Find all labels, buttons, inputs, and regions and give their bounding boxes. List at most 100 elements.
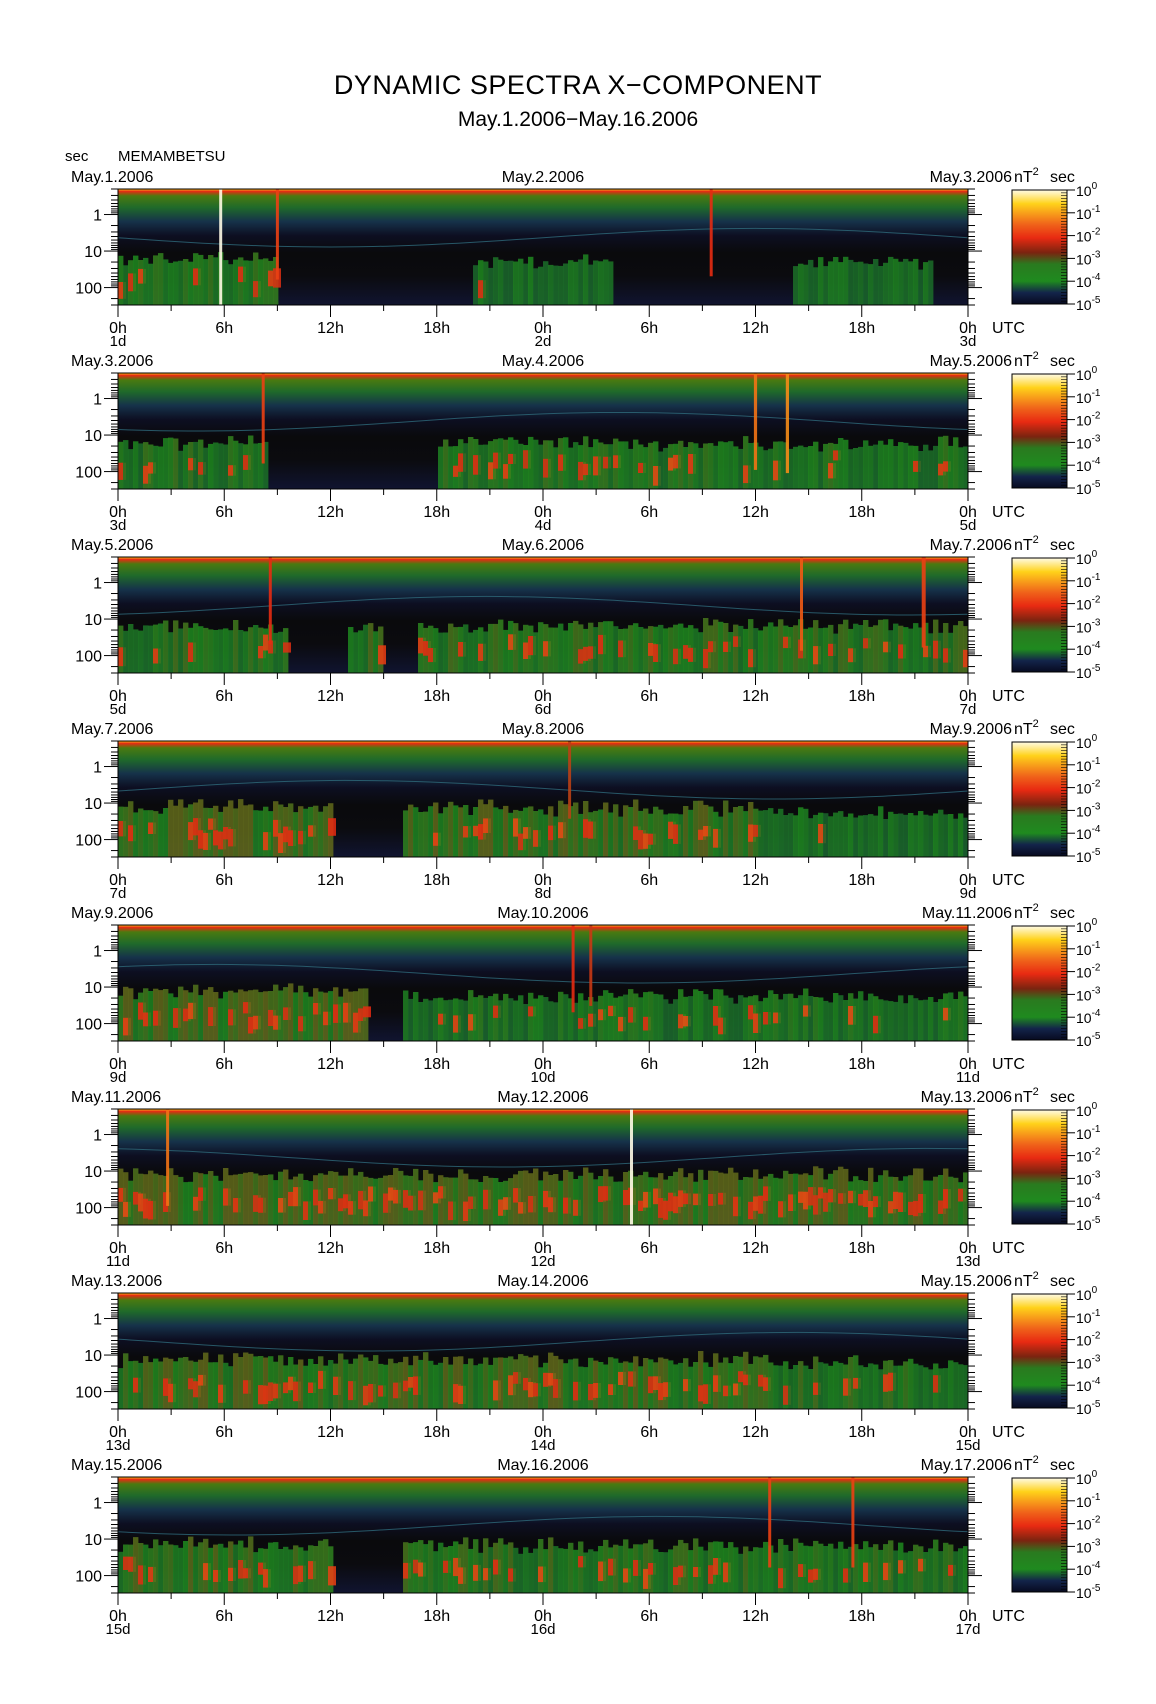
spectral-peak [943, 648, 951, 663]
x-tick-label: 0h [109, 1608, 127, 1625]
spectral-column [918, 269, 924, 305]
spectral-peak [608, 1005, 616, 1017]
colorbar [1011, 1293, 1068, 1409]
spectral-peak [683, 1379, 691, 1392]
spectral-column [733, 1356, 739, 1409]
colorbar-label: 10-4 [1076, 640, 1101, 658]
spectral-peak [388, 1187, 396, 1201]
spectral-peak [593, 456, 601, 476]
spectral-column [538, 809, 544, 857]
spectral-peak [763, 1377, 771, 1391]
colorbar-unit-tail: sec [1050, 537, 1075, 554]
spectral-column [158, 253, 164, 305]
spectral-peak [598, 1186, 606, 1203]
spectral-column [773, 1177, 779, 1225]
spectral-peak [883, 1562, 891, 1581]
spectral-column [178, 628, 184, 673]
y-tick-label: 10 [84, 1348, 102, 1365]
spectral-column [708, 1366, 714, 1409]
spectral-column [233, 1353, 239, 1409]
spectral-column [153, 811, 159, 857]
spectral-peak [918, 1558, 926, 1572]
spectral-column [553, 265, 559, 305]
spectral-column [568, 623, 574, 673]
spectral-peak [548, 1197, 556, 1213]
spectral-peak [943, 461, 951, 472]
x-tick-label: 18h [423, 1424, 450, 1441]
spectral-peak [643, 1016, 651, 1031]
panels-group: May.1.2006 May.2.2006 May.3.2006 nT2 sec1101… [71, 166, 1101, 1638]
spectral-column [903, 1003, 909, 1041]
spectral-peak [598, 1561, 606, 1582]
spectral-column [858, 1365, 864, 1409]
spectral-column [823, 1000, 829, 1041]
spectral-column [253, 989, 259, 1041]
spectral-peak [578, 1556, 586, 1568]
spectral-peak [763, 1012, 771, 1025]
day-label-right: 15d [955, 1437, 980, 1454]
spectral-column [198, 799, 204, 857]
spectral-column [868, 1547, 874, 1593]
spectral-column [448, 1364, 454, 1409]
spectral-peak [528, 1196, 536, 1213]
spectral-column [178, 799, 184, 857]
spectral-peak [273, 1383, 281, 1399]
spectral-peak [848, 648, 856, 663]
spectral-peak [283, 1007, 291, 1020]
spectral-peak [758, 1374, 766, 1387]
spectral-column [793, 998, 799, 1041]
spectral-peak [688, 647, 696, 662]
spectral-column [668, 627, 674, 673]
spectral-peak [258, 1385, 266, 1405]
spectral-column [783, 442, 789, 489]
spectral-peak [433, 832, 441, 846]
spectral-peak [648, 1376, 656, 1394]
spectral-column [268, 1542, 274, 1593]
spectral-peak [123, 1556, 131, 1570]
spectral-column [838, 1541, 844, 1593]
y-tick-label: 10 [84, 1164, 102, 1181]
spectral-peak [658, 1383, 666, 1401]
spectral-column [318, 1540, 324, 1593]
spectral-column [693, 800, 699, 857]
spectral-column [848, 1357, 854, 1409]
spectral-column [958, 991, 964, 1041]
spectral-column [208, 443, 214, 489]
spectral-column [243, 260, 249, 305]
spectral-column [568, 1359, 574, 1409]
spectral-column [593, 627, 599, 673]
spectral-column [563, 263, 569, 305]
spectral-column [823, 627, 829, 673]
x-tick-label: 0h [109, 1056, 127, 1073]
spectral-column [738, 1356, 744, 1409]
spectral-peak [623, 1568, 631, 1583]
spectral-column [228, 1541, 234, 1593]
spectral-peak [403, 1380, 411, 1392]
spectral-column [603, 621, 609, 673]
spectral-peak [798, 1191, 806, 1203]
spectral-column [493, 623, 499, 673]
spectral-column [573, 261, 579, 305]
spectral-column [958, 447, 964, 489]
spectral-column [938, 1551, 944, 1593]
spectral-column [313, 1546, 319, 1593]
spectral-peak [428, 648, 436, 663]
spectral-peak [803, 1191, 811, 1210]
spectral-column [578, 813, 584, 857]
figure-subtitle: May.1.2006−May.16.2006 [457, 108, 699, 131]
spectral-peak [123, 1201, 131, 1217]
spectral-column [508, 1178, 514, 1225]
spectral-column [433, 1551, 439, 1593]
spectral-column [918, 1000, 924, 1041]
spectral-column [298, 1173, 304, 1225]
spectral-column [938, 999, 944, 1041]
colorbar-label: 10-5 [1076, 1031, 1101, 1049]
x-tick-label: 12h [742, 872, 769, 889]
spectral-peak [943, 1007, 951, 1021]
spectral-peak [328, 1188, 336, 1200]
burst-event [768, 1477, 772, 1568]
spectral-column [778, 999, 784, 1041]
spectral-column [228, 264, 234, 305]
spectral-column [793, 446, 799, 489]
spectral-column [553, 447, 559, 489]
